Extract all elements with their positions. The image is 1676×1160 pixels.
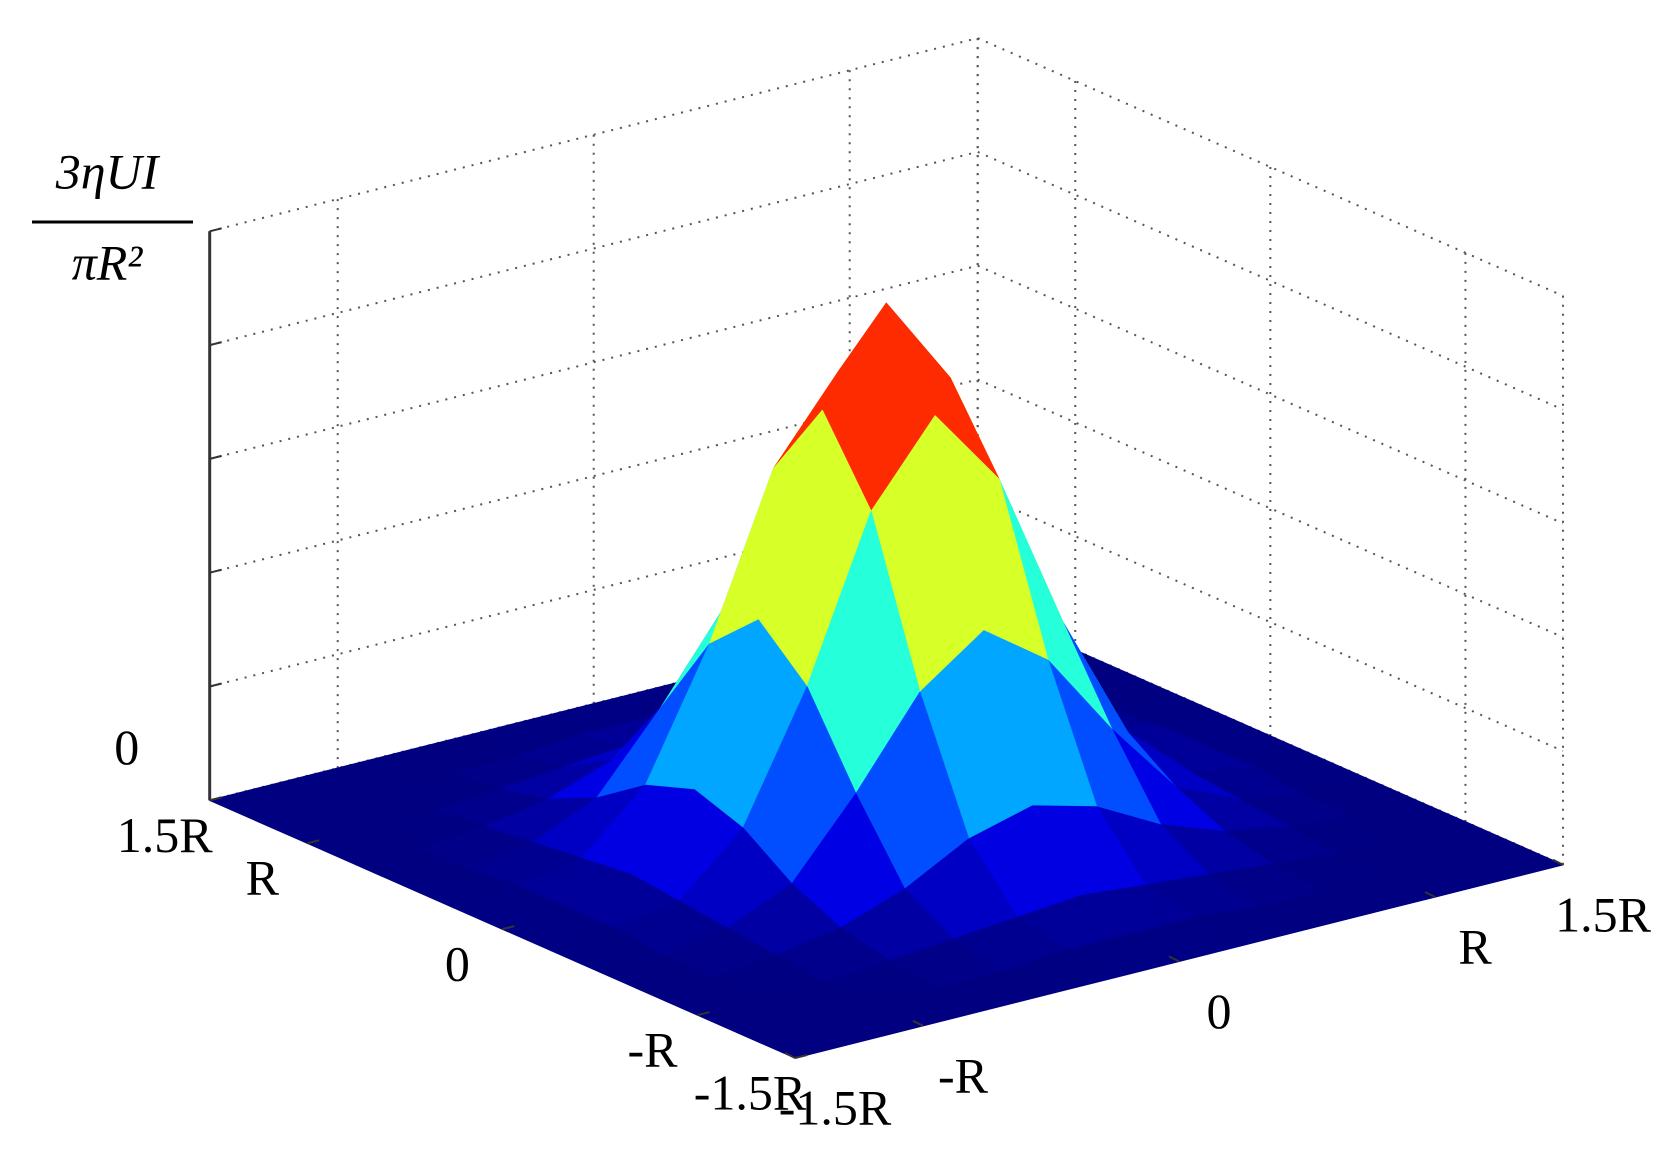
y-tick-label: -1.5R	[694, 1064, 807, 1120]
x-tick-label: -1.5R	[779, 1079, 892, 1135]
y-tick-label: 0	[445, 936, 470, 992]
x-tick	[912, 1019, 924, 1027]
y-tick	[794, 1054, 808, 1059]
surface	[209, 302, 1564, 1059]
x-tick-label: R	[1458, 918, 1492, 974]
z-tick	[209, 227, 222, 233]
z-label-denominator: πR²	[72, 234, 144, 290]
y-tick-label: 1.5R	[117, 807, 214, 863]
y-tick	[209, 796, 222, 802]
z-tick-label: 0	[114, 719, 139, 775]
z-tick	[209, 682, 222, 688]
axes: 0 -1.5R -R 0 R 1.5R -1.5R -R 0 R 1.5R	[114, 227, 1652, 1135]
z-label-numerator: 3ηUI	[55, 143, 161, 199]
x-tick	[1552, 858, 1564, 866]
surface-patch	[745, 1019, 860, 1059]
x-tick-label: -R	[938, 1047, 989, 1103]
y-tick	[502, 925, 515, 931]
x-tick	[1424, 891, 1436, 898]
x-tick	[784, 1052, 796, 1059]
x-tick-label: 0	[1207, 983, 1232, 1039]
y-tick-label: R	[246, 850, 280, 906]
z-tick	[209, 454, 222, 460]
x-tick-label: 1.5R	[1555, 886, 1652, 942]
x-tick	[1168, 955, 1180, 963]
y-tick-label: -R	[627, 1022, 678, 1078]
z-tick	[209, 341, 222, 347]
y-tick	[697, 1011, 710, 1017]
z-tick	[209, 568, 222, 574]
y-tick	[307, 839, 320, 845]
grid-line	[209, 37, 1564, 297]
